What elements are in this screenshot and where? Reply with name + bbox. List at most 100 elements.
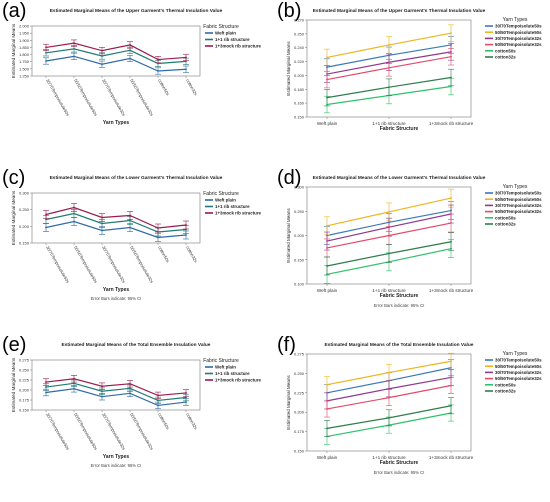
y-tick-label: 1.250 — [19, 74, 30, 79]
data-point — [157, 227, 159, 229]
legend-label: 1+1 rib structure — [215, 37, 250, 42]
y-tick-label: 0.300 — [294, 185, 305, 190]
data-point — [157, 394, 159, 397]
data-point — [73, 387, 75, 390]
chart-d-svg: Estimated Marginal Means of the Lower Ga… — [286, 175, 542, 308]
x-tick-label: cotton32s — [185, 412, 198, 430]
data-point — [388, 44, 390, 46]
data-point — [157, 236, 159, 239]
y-tick-label: 0.200 — [19, 224, 30, 229]
x-tick-label: 50/50Tempoisolute50s — [73, 245, 98, 284]
x-tick-label: 50/50Tempoisolute50s — [73, 412, 98, 451]
y-tick-label: 2.000 — [19, 24, 30, 29]
legend-label: 1+3mock rib structure — [215, 211, 262, 216]
y-tick-label: 0.150 — [294, 449, 305, 454]
x-tick-label: cotton50s — [157, 245, 170, 263]
chart-b-svg: Estimated Marginal Means of the Upper Ga… — [286, 8, 542, 132]
x-axis-label: Yarn Types — [103, 120, 130, 126]
data-point — [101, 395, 103, 398]
data-point — [101, 49, 103, 52]
footnote: Error Bars indicate: 95% CI — [374, 470, 425, 475]
data-point — [129, 392, 131, 395]
data-point — [45, 381, 47, 383]
y-tick-label: 0.250 — [19, 368, 30, 373]
y-tick-label: 0.275 — [19, 358, 30, 363]
panel-label: (e) — [2, 334, 27, 356]
data-point — [45, 213, 47, 216]
y-axis-label: Estimated Marginal Means — [286, 375, 291, 430]
legend-label: 50/50Tempoisolute50s — [495, 197, 542, 202]
legend-label: 1+1 rib structure — [215, 204, 250, 209]
legend-title: Fabric Structure — [203, 191, 239, 197]
y-tick-label: 0.270 — [294, 18, 305, 23]
y-tick-label: 0.250 — [294, 371, 305, 376]
data-point — [450, 222, 452, 224]
data-point — [129, 214, 131, 217]
data-point — [388, 86, 390, 89]
data-point — [388, 66, 390, 69]
x-tick-label: 50/50Tempoisolute32s — [129, 78, 154, 117]
x-tick-label: cotton32s — [185, 78, 198, 96]
data-point — [45, 391, 47, 394]
data-point — [73, 377, 75, 380]
data-point — [326, 383, 328, 386]
data-point — [450, 76, 452, 79]
y-tick-label: 0.225 — [19, 378, 30, 383]
legend-label: cotton50s — [495, 48, 516, 53]
x-tick-label: 50/50Tempoisolute32s — [129, 245, 154, 284]
y-tick-label: 1.850 — [19, 45, 30, 50]
data-point — [157, 70, 159, 72]
x-axis-label: Yarn Types — [103, 454, 130, 460]
data-point — [73, 47, 75, 50]
legend-title: Yarn Types — [503, 17, 528, 23]
data-point — [101, 216, 103, 219]
chart-title: Estimated Marginal Means of the Total En… — [62, 342, 211, 348]
data-point — [73, 55, 75, 58]
x-tick-label: cotton50s — [157, 78, 170, 96]
x-tick-label: 1+3mock rib structure — [429, 288, 474, 293]
x-tick-label: Weft plain — [317, 455, 338, 460]
x-tick-label: 30/70Tempoisolute32s — [101, 245, 126, 284]
legend-label: cotton32s — [495, 222, 516, 227]
chart-title: Estimated Marginal Means of the Lower Ga… — [313, 175, 486, 181]
data-point — [326, 224, 328, 227]
data-point — [450, 384, 452, 387]
footnote: Error Bars indicate: 95% CI — [374, 303, 425, 308]
y-tick-label: 0.250 — [294, 209, 305, 214]
y-tick-label: 0.220 — [294, 59, 305, 64]
data-point — [101, 63, 103, 66]
data-point — [388, 416, 390, 419]
data-point — [388, 234, 390, 237]
data-point — [129, 44, 131, 46]
data-point — [45, 218, 47, 221]
legend-label: Weft plain — [215, 31, 236, 36]
data-point — [450, 360, 452, 363]
series-line — [45, 206, 187, 229]
data-point — [157, 399, 159, 402]
legend-label: cotton50s — [495, 382, 516, 387]
data-point — [101, 390, 103, 393]
data-point — [129, 49, 131, 52]
data-point — [129, 219, 131, 222]
x-tick-label: cotton50s — [157, 412, 170, 430]
x-tick-label: 30/70Tempoisolute50s — [45, 412, 70, 451]
chart-panel-f: (f) Estimated Marginal Means of the Tota… — [275, 334, 550, 501]
panel-label: (f) — [277, 334, 296, 356]
y-tick-label: 0.200 — [294, 73, 305, 78]
y-tick-label: 0.300 — [19, 191, 30, 196]
x-tick-label: 1+1 rib structure — [372, 288, 406, 293]
y-tick-label: 1.800 — [19, 52, 30, 57]
chart-panel-e: (e) Estimated Marginal Means of the Tota… — [0, 334, 275, 501]
x-tick-label: Weft plain — [317, 121, 338, 126]
chart-panel-c: (c) Estimated Marginal Means of the Lowe… — [0, 167, 275, 334]
panel-label: (a) — [2, 0, 27, 22]
legend-label: 1+3mock rib structure — [215, 378, 262, 383]
series-line — [45, 42, 187, 61]
data-point — [73, 212, 75, 215]
y-tick-label: 0.150 — [294, 257, 305, 262]
data-point — [73, 206, 75, 209]
legend-label: 30/70Tempoisolute32s — [495, 370, 542, 375]
data-point — [129, 382, 131, 385]
data-point — [185, 401, 187, 403]
x-axis-label: Fabric Structure — [380, 126, 419, 132]
